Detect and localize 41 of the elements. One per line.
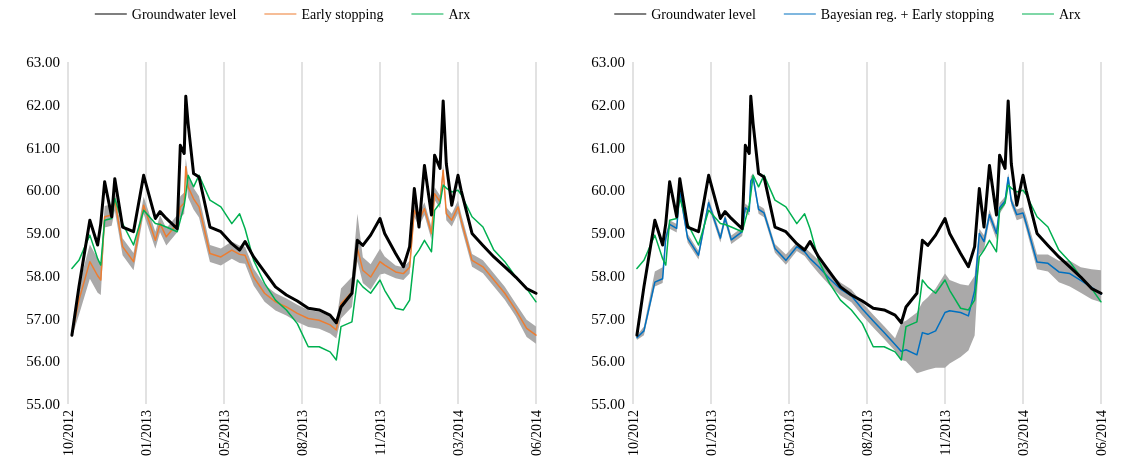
y-tick-label: 56.00 bbox=[26, 353, 60, 370]
y-tick-label: 57.00 bbox=[591, 310, 625, 327]
x-tick-label: 03/2014 bbox=[1015, 410, 1031, 456]
y-tick-label: 60.00 bbox=[591, 182, 625, 199]
y-tick-label: 62.00 bbox=[26, 96, 60, 113]
legend-label: Arx bbox=[448, 6, 471, 22]
y-tick-label: 61.00 bbox=[26, 139, 60, 156]
y-tick-label: 63.00 bbox=[26, 54, 60, 70]
x-tick-label: 11/2013 bbox=[372, 410, 388, 456]
line-series bbox=[635, 94, 1103, 337]
x-tick-label: 10/2012 bbox=[625, 410, 641, 456]
x-tick-label: 05/2013 bbox=[781, 410, 797, 456]
y-tick-label: 57.00 bbox=[26, 310, 60, 327]
y-tick-label: 61.00 bbox=[591, 139, 625, 156]
y-tick-label: 59.00 bbox=[591, 225, 625, 241]
y-tick-label: 55.00 bbox=[26, 396, 60, 412]
legend-label: Early stopping bbox=[301, 6, 384, 22]
x-tick-label: 01/2013 bbox=[703, 410, 719, 456]
x-tick-label: 08/2013 bbox=[294, 410, 310, 456]
x-tick-label: 06/2014 bbox=[528, 410, 544, 456]
y-tick-label: 59.00 bbox=[26, 225, 60, 241]
legend-label: Bayesian reg. + Early stopping bbox=[820, 6, 994, 22]
y-tick-label: 56.00 bbox=[591, 353, 625, 370]
legend-label: Arx bbox=[1058, 6, 1081, 22]
x-tick-label: 10/2012 bbox=[60, 410, 76, 456]
legend-label: Groundwater level bbox=[131, 6, 237, 22]
y-tick-label: 60.00 bbox=[26, 182, 60, 199]
y-tick-label: 62.00 bbox=[591, 96, 625, 113]
y-tick-label: 58.00 bbox=[591, 267, 625, 284]
legend-label: Groundwater level bbox=[651, 6, 756, 22]
x-tick-label: 05/2013 bbox=[216, 410, 232, 456]
x-tick-label: 06/2014 bbox=[1093, 410, 1109, 456]
y-tick-label: 55.00 bbox=[591, 396, 625, 412]
x-tick-label: 08/2013 bbox=[859, 410, 875, 456]
y-tick-label: 63.00 bbox=[591, 54, 625, 70]
line-series bbox=[71, 174, 537, 361]
x-tick-label: 01/2013 bbox=[138, 410, 154, 456]
x-tick-label: 03/2014 bbox=[450, 410, 466, 456]
x-tick-label: 11/2013 bbox=[937, 410, 953, 456]
line-series bbox=[70, 94, 538, 337]
y-tick-label: 58.00 bbox=[26, 267, 60, 284]
